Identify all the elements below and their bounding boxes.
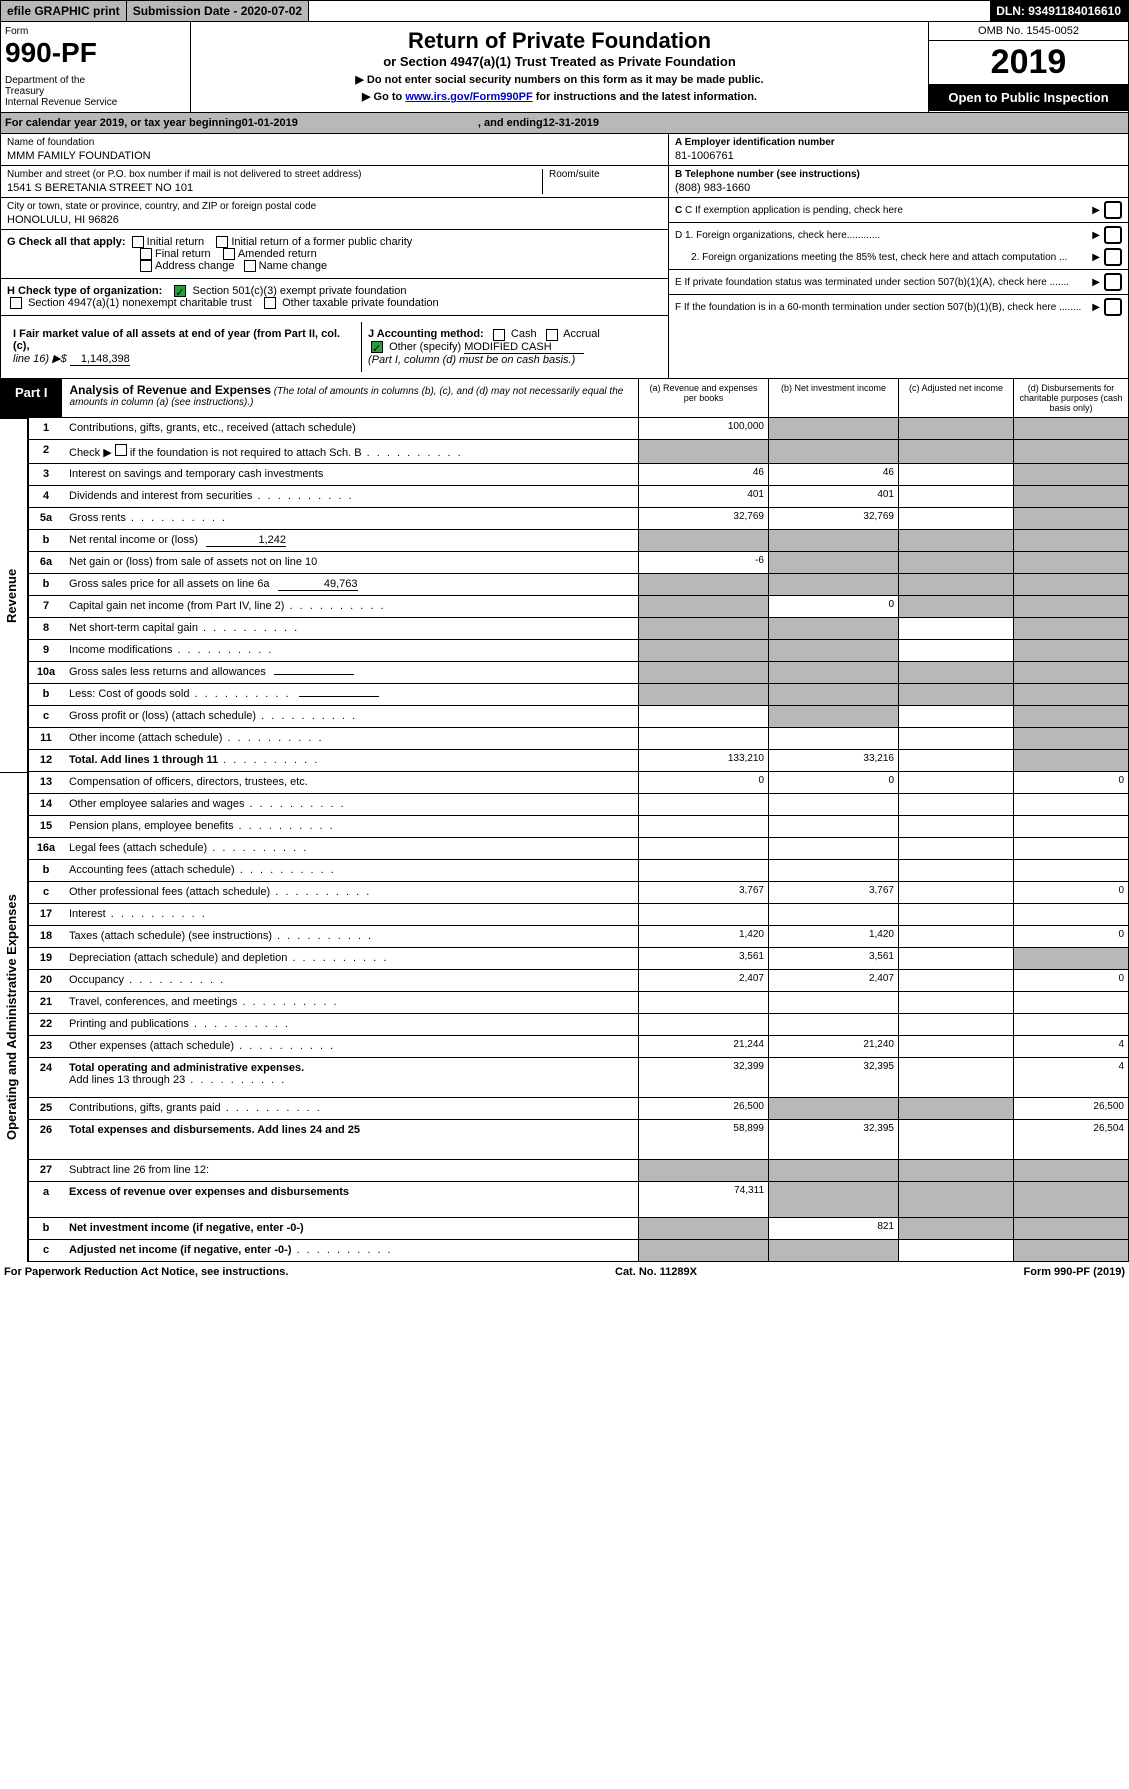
col-b-header: (b) Net investment income	[768, 379, 898, 417]
phone-value: (808) 983-1660	[675, 182, 1122, 194]
efile-button[interactable]: efile GRAPHIC print	[1, 1, 127, 21]
city-label: City or town, state or province, country…	[7, 201, 662, 212]
instruction-2: ▶ Go to www.irs.gov/Form990PF for instru…	[197, 90, 922, 103]
footer-right: Form 990-PF (2019)	[1024, 1266, 1125, 1278]
e-label: E If private foundation status was termi…	[675, 277, 1092, 288]
c-label: C If exemption application is pending, c…	[685, 205, 903, 216]
form-header: Form 990-PF Department of theTreasuryInt…	[0, 22, 1129, 113]
ein-label: A Employer identification number	[675, 137, 835, 148]
initial-former-checkbox[interactable]	[216, 236, 228, 248]
phone-label: B Telephone number (see instructions)	[675, 169, 860, 180]
form-label: Form	[5, 26, 186, 37]
expenses-side-label: Operating and Administrative Expenses	[0, 772, 28, 1262]
addr-label: Number and street (or P.O. box number if…	[7, 169, 542, 180]
form-number: 990-PF	[5, 37, 186, 69]
amended-checkbox[interactable]	[223, 248, 235, 260]
other-method-value: MODIFIED CASH	[464, 341, 584, 354]
e-checkbox[interactable]	[1104, 273, 1122, 291]
other-tax-checkbox[interactable]	[264, 297, 276, 309]
org-name: MMM FAMILY FOUNDATION	[7, 150, 662, 162]
initial-return-checkbox[interactable]	[132, 236, 144, 248]
j-section: J Accounting method: Cash Accrual ✓ Othe…	[362, 322, 662, 372]
form-subtitle: or Section 4947(a)(1) Trust Treated as P…	[197, 54, 922, 69]
accrual-checkbox[interactable]	[546, 329, 558, 341]
h-section: H Check type of organization: ✓ Section …	[1, 279, 668, 316]
addr-change-checkbox[interactable]	[140, 260, 152, 272]
col-a-header: (a) Revenue and expenses per books	[638, 379, 768, 417]
revenue-side-label: Revenue	[0, 418, 28, 772]
name-label: Name of foundation	[7, 137, 662, 148]
name-change-checkbox[interactable]	[244, 260, 256, 272]
department: Department of theTreasuryInternal Revenu…	[5, 75, 186, 108]
page-footer: For Paperwork Reduction Act Notice, see …	[0, 1262, 1129, 1282]
org-info: Name of foundation MMM FAMILY FOUNDATION…	[0, 134, 1129, 379]
s501-checkbox[interactable]: ✓	[174, 285, 186, 297]
i-section: I Fair market value of all assets at end…	[7, 322, 362, 372]
d1-label: D 1. Foreign organizations, check here..…	[675, 230, 1092, 241]
cash-checkbox[interactable]	[493, 329, 505, 341]
d1-checkbox[interactable]	[1104, 226, 1122, 244]
part1-header: Part I Analysis of Revenue and Expenses …	[0, 379, 1129, 418]
org-address: 1541 S BERETANIA STREET NO 101	[7, 182, 542, 194]
other-method-checkbox[interactable]: ✓	[371, 341, 383, 353]
submission-date: Submission Date - 2020-07-02	[127, 1, 309, 21]
final-return-checkbox[interactable]	[140, 248, 152, 260]
f-checkbox[interactable]	[1104, 298, 1122, 316]
part1-badge: Part I	[1, 379, 62, 417]
sch-b-checkbox[interactable]	[115, 444, 127, 456]
topbar: efile GRAPHIC print Submission Date - 20…	[0, 0, 1129, 22]
s4947-checkbox[interactable]	[10, 297, 22, 309]
ein-value: 81-1006761	[675, 150, 1122, 162]
room-label: Room/suite	[542, 169, 662, 194]
c-checkbox[interactable]	[1104, 201, 1122, 219]
d2-checkbox[interactable]	[1104, 248, 1122, 266]
g-section: G Check all that apply: Initial return I…	[1, 230, 668, 279]
tax-year: 2019	[929, 41, 1128, 84]
f-label: F If the foundation is in a 60-month ter…	[675, 302, 1092, 313]
col-c-header: (c) Adjusted net income	[898, 379, 1013, 417]
irs-link[interactable]: www.irs.gov/Form990PF	[405, 91, 532, 103]
fmv-amount: 1,148,398	[70, 353, 130, 366]
omb-number: OMB No. 1545-0052	[929, 22, 1128, 41]
col-d-header: (d) Disbursements for charitable purpose…	[1013, 379, 1128, 417]
org-city: HONOLULU, HI 96826	[7, 214, 662, 226]
open-public-badge: Open to Public Inspection	[929, 84, 1128, 111]
instruction-1: ▶ Do not enter social security numbers o…	[197, 73, 922, 86]
form-title: Return of Private Foundation	[197, 28, 922, 54]
dln-number: DLN: 93491184016610	[990, 1, 1128, 21]
calendar-year-row: For calendar year 2019, or tax year begi…	[0, 113, 1129, 134]
footer-left: For Paperwork Reduction Act Notice, see …	[4, 1266, 288, 1278]
d2-label: 2. Foreign organizations meeting the 85%…	[675, 252, 1092, 263]
footer-mid: Cat. No. 11289X	[615, 1266, 697, 1278]
